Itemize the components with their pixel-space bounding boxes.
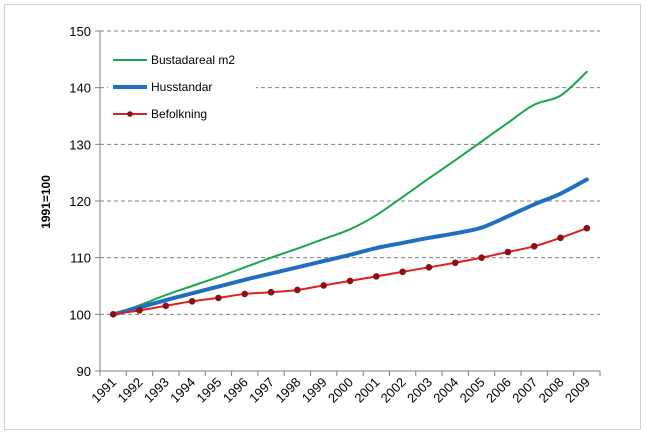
gridlines <box>100 30 600 315</box>
x-tick-label: 2000 <box>325 375 356 406</box>
x-tick-label: 1997 <box>246 375 277 406</box>
x-tick-label: 1994 <box>167 375 198 406</box>
y-tick-label: 90 <box>77 364 91 379</box>
x-tick-label: 1993 <box>141 375 172 406</box>
x-tick-label: 1999 <box>299 375 330 406</box>
data-point-befolkning <box>557 234 564 242</box>
x-tick-label: 2004 <box>430 375 461 406</box>
x-tick-label: 1996 <box>220 375 251 406</box>
legend-label-bustadareal-m2: Bustadareal m2 <box>151 53 235 67</box>
legend-marker-befolkning <box>127 111 133 117</box>
x-tick-label: 2009 <box>562 375 593 406</box>
data-point-befolkning <box>267 288 275 296</box>
x-tick-label: 2002 <box>378 375 409 406</box>
data-point-befolkning <box>504 248 512 256</box>
data-point-befolkning <box>346 277 354 285</box>
legend: Bustadareal m2 Husstandar Befolkning <box>108 44 256 132</box>
data-point-befolkning <box>188 298 196 305</box>
data-point-befolkning <box>373 273 380 280</box>
x-tick-label: 2008 <box>536 375 567 406</box>
x-tick-label: 2006 <box>483 375 514 406</box>
data-point-befolkning <box>320 282 327 289</box>
y-tick-label: 110 <box>70 251 91 266</box>
x-tick-label: 2007 <box>509 375 540 406</box>
data-point-befolkning <box>136 307 143 314</box>
data-point-befolkning <box>109 311 117 318</box>
x-tick-label: 2003 <box>404 375 435 406</box>
x-tick-label: 2005 <box>457 375 488 406</box>
series-group <box>109 70 591 318</box>
x-tick-label: 1992 <box>115 375 146 406</box>
x-tick-label: 1995 <box>193 375 224 406</box>
y-tick-labels: 90 100 110 120 130 140 150 <box>69 24 91 379</box>
axes <box>95 30 601 376</box>
legend-label-husstandar: Husstandar <box>151 80 212 94</box>
data-point-befolkning <box>583 224 591 232</box>
x-tick-label: 1991 <box>88 375 119 406</box>
y-tick-label: 150 <box>69 24 91 39</box>
data-point-befolkning <box>294 286 301 294</box>
x-tick-label: 1998 <box>272 375 303 406</box>
data-point-befolkning <box>478 254 485 261</box>
x-tick-label: 2001 <box>351 375 382 406</box>
data-point-befolkning <box>451 259 459 267</box>
legend-label-befolkning: Befolkning <box>151 107 207 121</box>
data-point-befolkning <box>162 302 170 310</box>
y-tick-label: 130 <box>69 137 91 152</box>
data-point-befolkning <box>241 290 249 298</box>
series-line-bustadareal-m2 <box>112 70 588 316</box>
y-tick-label: 100 <box>69 307 91 322</box>
data-point-befolkning <box>425 264 433 271</box>
data-point-befolkning <box>215 294 222 302</box>
data-point-befolkning <box>399 268 406 276</box>
data-point-befolkning <box>530 243 538 250</box>
y-axis-label: 1991=100 <box>39 175 53 229</box>
y-tick-label: 120 <box>69 194 91 209</box>
y-tick-label: 140 <box>69 81 91 96</box>
x-tick-labels: 1991199219931994199519961997199819992000… <box>88 375 593 406</box>
series-line-husstandar <box>111 177 589 317</box>
series-line-befolkning <box>112 227 588 316</box>
